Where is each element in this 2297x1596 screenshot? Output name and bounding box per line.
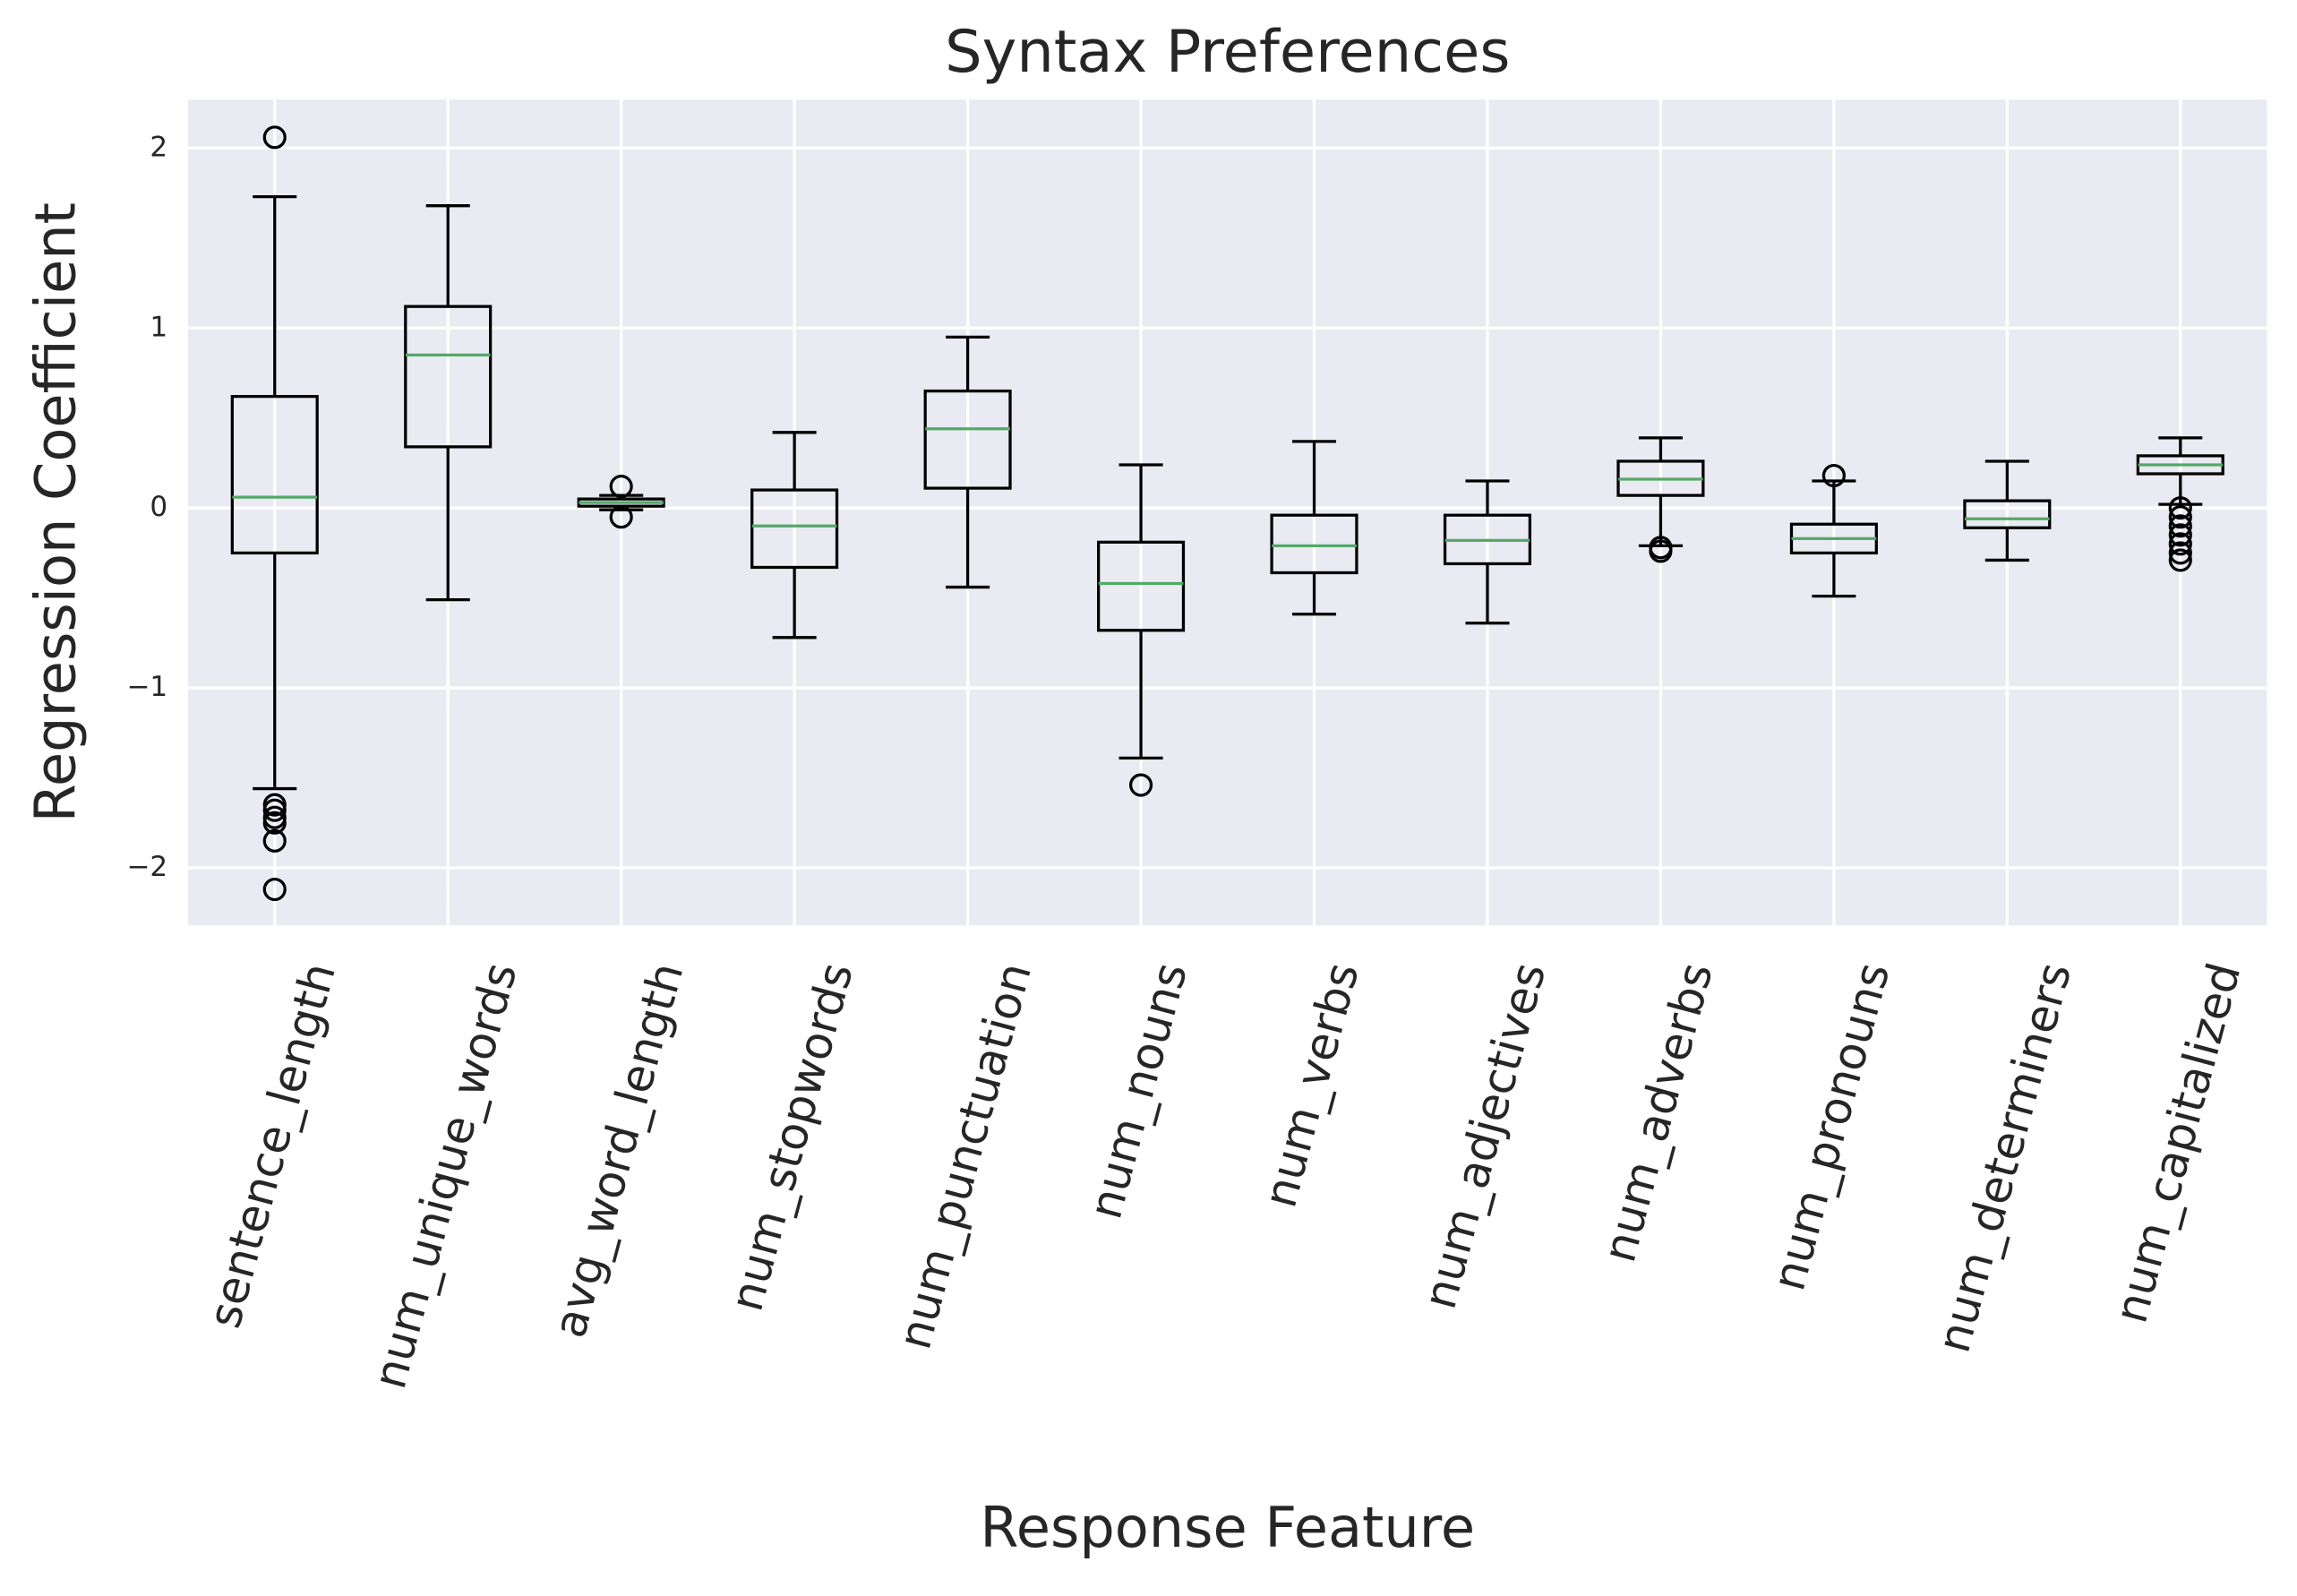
box — [923, 389, 1012, 490]
x-tick-label: num_stopwords — [720, 957, 863, 1317]
flier — [609, 505, 633, 529]
y-tick-label: −1 — [126, 671, 167, 703]
flier — [1821, 463, 1846, 488]
flier — [262, 811, 287, 835]
flier — [262, 828, 287, 853]
x-tick-label: num_verbs — [1253, 957, 1368, 1213]
box — [404, 305, 493, 449]
flier — [2168, 496, 2192, 520]
plot-area — [188, 99, 2267, 926]
flier — [2168, 541, 2192, 565]
flier — [262, 125, 287, 150]
x-tick-label: avg_word_length — [543, 957, 693, 1343]
box — [230, 394, 319, 555]
x-tick-label: num_unique_words — [363, 957, 527, 1394]
y-tick-label: 0 — [150, 491, 167, 523]
flier — [2168, 514, 2192, 538]
x-tick-label: num_pronouns — [1761, 957, 1899, 1296]
x-tick-label: num_adverbs — [1592, 957, 1723, 1267]
x-tick-label: num_punctuation — [887, 957, 1041, 1354]
flier — [2168, 505, 2192, 529]
y-tick-label: 2 — [150, 131, 167, 163]
flier — [2168, 523, 2192, 547]
chart-title: Syntax Preferences — [945, 18, 1510, 86]
x-tick-label: num_capitalized — [2104, 957, 2250, 1328]
y-tick-label: 1 — [150, 311, 167, 343]
flier — [1649, 536, 1673, 560]
flier — [262, 798, 287, 822]
x-tick-label: num_nouns — [1078, 957, 1197, 1224]
x-tick-label: sentence_length — [198, 957, 346, 1334]
flier — [609, 474, 633, 499]
y-tick-label: −2 — [126, 851, 167, 883]
flier — [2168, 548, 2192, 572]
box — [1097, 540, 1186, 632]
box — [1270, 513, 1358, 575]
box — [750, 488, 839, 570]
x-tick-label: num_determiners — [1927, 957, 2082, 1358]
flier — [2168, 532, 2192, 556]
x-axis-label: Response Feature — [980, 1495, 1475, 1560]
box — [1963, 499, 2052, 529]
x-tick-label: num_adjectives — [1413, 957, 1556, 1315]
flier — [262, 877, 287, 902]
y-axis-label: Regression Coefficient — [22, 202, 88, 822]
flier — [1128, 773, 1153, 797]
